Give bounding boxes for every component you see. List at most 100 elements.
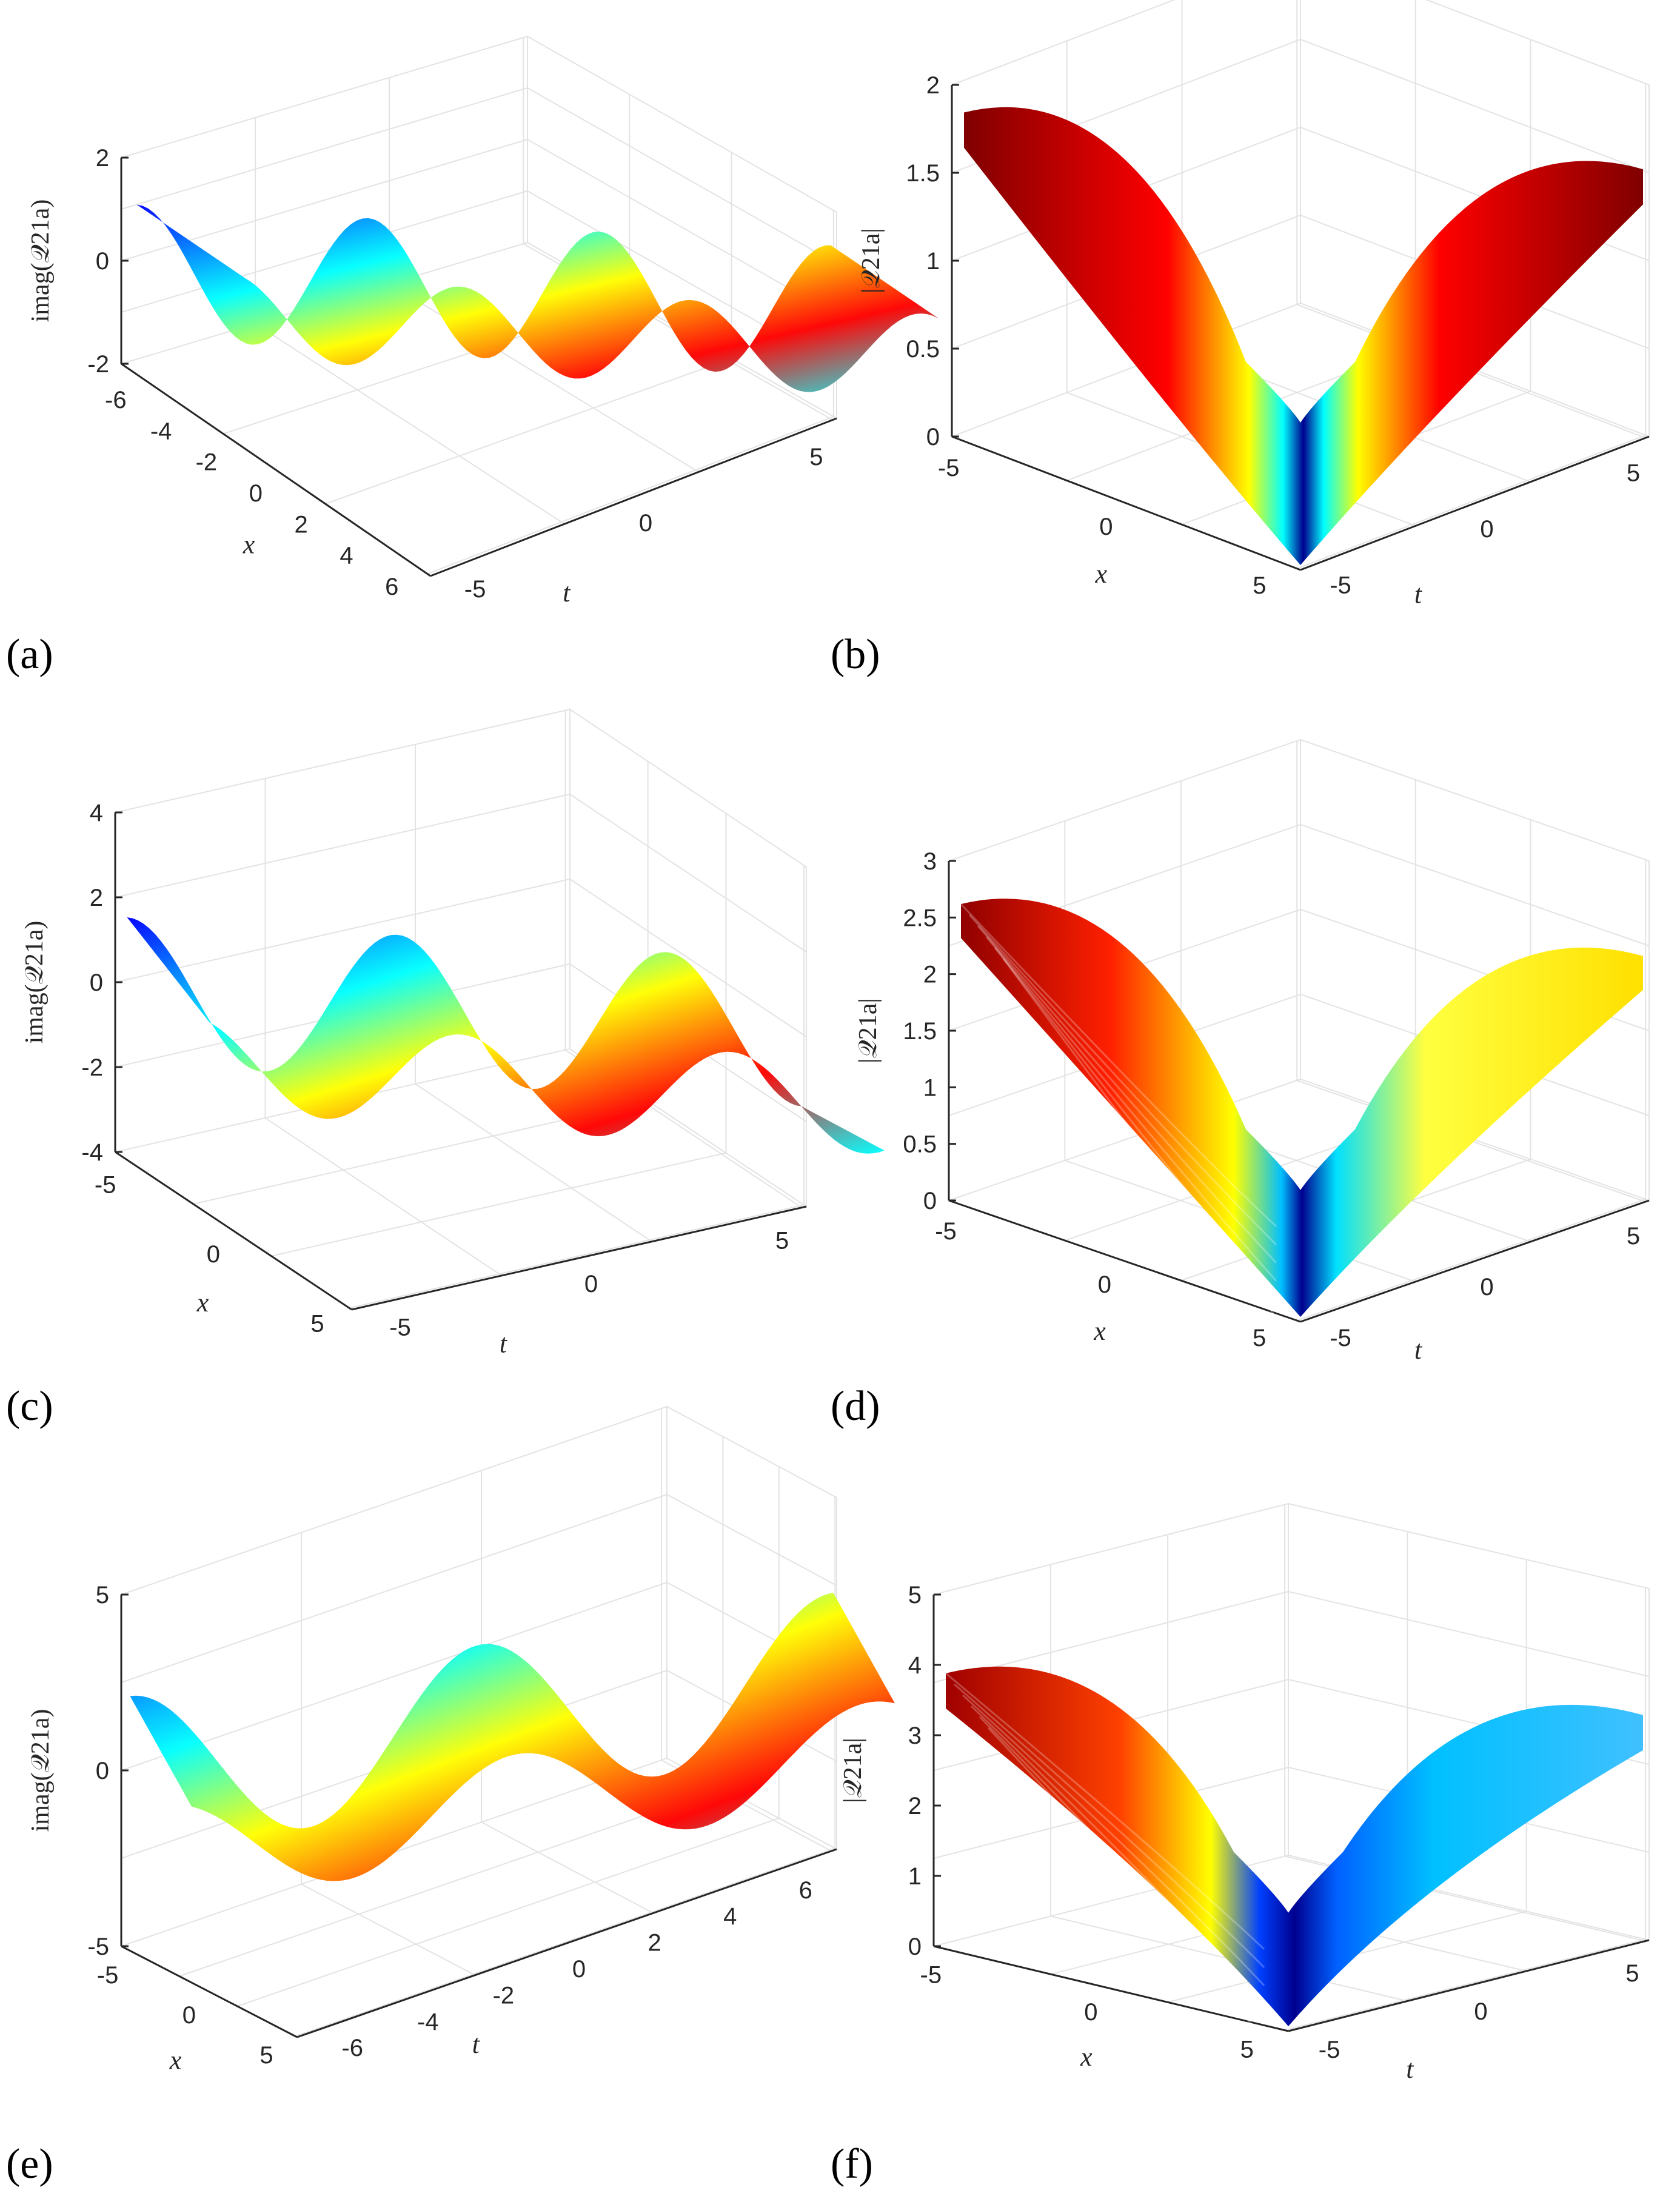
gridline xyxy=(325,358,732,504)
x-axis-label: x xyxy=(1080,2042,1093,2072)
x-axis-line xyxy=(115,1151,352,1311)
z-tick-label: 0 xyxy=(923,1188,937,1214)
t-tick-label: 6 xyxy=(799,1877,812,1904)
t-tick-label: -5 xyxy=(1330,1325,1351,1351)
x-tick-label: 5 xyxy=(259,2042,273,2069)
gridline xyxy=(115,963,807,1122)
panel-label-e: (e) xyxy=(6,2141,53,2188)
z-tick-label: 5 xyxy=(908,1582,922,1609)
x-tick-label: 5 xyxy=(310,1310,324,1337)
t-tick-label: 0 xyxy=(1480,1274,1493,1301)
surface-abs-d xyxy=(961,899,1643,1317)
t-tick-label: 0 xyxy=(1474,1998,1487,2025)
surface-band xyxy=(987,1727,1265,2041)
surface xyxy=(960,899,1643,1318)
z-tick-label: 0 xyxy=(908,1933,922,1960)
z-axis-label: |𝒬21a| xyxy=(854,998,882,1063)
t-axis-label: t xyxy=(472,2029,481,2059)
t-tick-label: 5 xyxy=(775,1228,789,1254)
z-axis-label: |𝒬21a| xyxy=(839,1738,867,1803)
z-tick-label: 1.5 xyxy=(903,1018,937,1045)
surface-imag-e xyxy=(130,1593,895,1881)
t-axis-line xyxy=(296,1848,837,2038)
surface-imag-a xyxy=(136,204,939,392)
z-tick-label: -2 xyxy=(87,351,109,378)
surface xyxy=(945,1666,1643,2041)
x-axis-line xyxy=(951,435,1301,571)
surface-band xyxy=(968,914,1277,1245)
x-axis-line xyxy=(121,363,431,577)
t-axis-label: t xyxy=(500,1329,508,1359)
gridline xyxy=(948,823,1650,946)
panel-label-c: (c) xyxy=(6,1383,53,1430)
surface-band xyxy=(985,936,1277,1282)
t-tick-label: -4 xyxy=(417,2009,439,2035)
x-tick-label: 0 xyxy=(1099,514,1113,540)
gridline xyxy=(349,1204,805,1309)
z-tick-label: 2 xyxy=(96,145,109,172)
t-axis-line xyxy=(430,417,837,577)
z-tick-label: 4 xyxy=(90,800,103,826)
surface-band xyxy=(954,1683,1265,1968)
back-wall-right xyxy=(1300,738,1650,1202)
surface xyxy=(130,1593,895,1881)
t-tick-label: 2 xyxy=(648,1930,661,1957)
x-tick-label: -5 xyxy=(97,1962,119,1989)
x-axis-label: x xyxy=(196,1288,209,1317)
back-wall-right xyxy=(1300,0,1650,438)
x-tick-label: 5 xyxy=(1253,1325,1266,1351)
z-tick-label: -2 xyxy=(81,1054,103,1081)
z-tick-label: -5 xyxy=(87,1933,109,1960)
z-tick-label: 2 xyxy=(926,72,940,99)
gridline xyxy=(933,1766,1650,1859)
z-tick-label: 1 xyxy=(926,248,940,275)
z-axis-label: |𝒬21a| xyxy=(857,228,885,293)
z-tick-label: 0 xyxy=(90,969,103,996)
x-tick-label: -5 xyxy=(920,1961,942,1988)
gridline xyxy=(295,1847,835,2037)
x-tick-label: 0 xyxy=(1098,1271,1111,1298)
back-wall-right xyxy=(666,1405,837,1850)
z-tick-label: -4 xyxy=(81,1139,103,1166)
x-tick-label: -6 xyxy=(105,387,127,413)
z-tick-label: 3 xyxy=(923,848,937,875)
z-tick-label: 0.5 xyxy=(903,1131,937,1158)
z-tick-label: 2.5 xyxy=(903,905,937,931)
x-tick-label: 2 xyxy=(295,511,308,538)
z-tick-label: 0 xyxy=(96,248,109,275)
t-tick-label: 0 xyxy=(1480,516,1493,543)
gridline xyxy=(301,1883,476,1976)
t-tick-label: 5 xyxy=(809,444,823,470)
t-axis-label: t xyxy=(563,578,571,608)
x-axis-line xyxy=(121,1945,298,2038)
t-axis-label: t xyxy=(1414,1335,1423,1365)
surface-band xyxy=(945,1672,1265,1950)
panel-label-a: (a) xyxy=(6,631,53,678)
gridline xyxy=(427,416,834,575)
surface xyxy=(127,917,885,1154)
t-tick-label: 4 xyxy=(723,1903,737,1930)
x-axis-label: x xyxy=(243,530,255,560)
x-tick-label: -2 xyxy=(196,449,218,476)
x-tick-label: 0 xyxy=(1084,1999,1097,2026)
gridline xyxy=(415,1083,652,1242)
gridline xyxy=(933,1590,1650,1683)
t-tick-label: -6 xyxy=(341,2035,363,2061)
gridline xyxy=(115,878,807,1037)
chart-panel-b: 0 0.5 1 1.5 2 -5 0 5 -5 0 5 x t |𝒬21a| xyxy=(857,0,1650,609)
gridline xyxy=(1296,1199,1646,1321)
panel-label-d: (d) xyxy=(831,1383,880,1430)
gridline xyxy=(481,1821,654,1914)
t-tick-label: 5 xyxy=(1627,1223,1640,1250)
z-tick-label: 4 xyxy=(908,1652,922,1679)
x-axis-line xyxy=(933,1945,1289,2032)
gridline xyxy=(115,793,807,952)
x-tick-label: -4 xyxy=(150,418,172,444)
z-tick-label: 1.5 xyxy=(906,160,940,187)
chart-panel-a: -2 0 2 -6 -4 -2 0 2 4 6 -5 0 5 x t imag(𝒬21a) xyxy=(27,35,939,608)
surface-abs-f xyxy=(946,1666,1643,2026)
surface-band xyxy=(977,925,1277,1264)
surface-band xyxy=(979,1716,1265,2023)
z-axis-label: imag(𝒬21a) xyxy=(21,921,49,1044)
